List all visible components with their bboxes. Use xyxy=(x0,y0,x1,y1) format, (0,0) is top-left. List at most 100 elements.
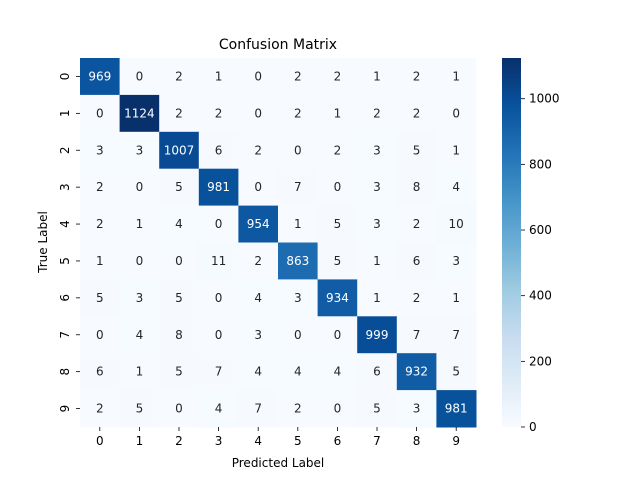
heatmap-cell xyxy=(198,94,239,133)
cell-value-label: 8 xyxy=(413,180,421,194)
heatmap-cell xyxy=(198,316,239,354)
y-tick-label: 9 xyxy=(58,405,72,413)
heatmap-cell xyxy=(159,131,200,170)
cell-value-label: 2 xyxy=(254,143,262,157)
cell-value-label: 5 xyxy=(334,254,342,268)
heatmap-cell xyxy=(317,279,358,317)
y-tick-label: 2 xyxy=(58,146,72,154)
cell-value-label: 2 xyxy=(413,217,421,231)
cell-value-label: 5 xyxy=(175,365,183,379)
cell-value-label: 0 xyxy=(136,180,144,194)
heatmap-cell xyxy=(436,58,477,96)
heatmap-cell xyxy=(238,279,279,317)
cell-value-label: 7 xyxy=(452,328,460,342)
cell-value-label: 3 xyxy=(254,328,262,342)
heatmap-cell xyxy=(278,168,319,207)
cell-value-label: 1 xyxy=(452,291,460,305)
heatmap-cell xyxy=(119,279,160,317)
cell-value-label: 4 xyxy=(175,217,183,231)
heatmap-cell xyxy=(80,94,121,133)
heatmap-cell xyxy=(436,390,477,428)
cell-value-label: 1 xyxy=(334,106,342,120)
cell-value-label: 8 xyxy=(175,328,183,342)
heatmap-cell xyxy=(357,168,398,207)
cell-value-label: 2 xyxy=(254,254,262,268)
cell-value-label: 1124 xyxy=(124,106,155,120)
cell-value-label: 5 xyxy=(334,217,342,231)
cell-value-label: 5 xyxy=(175,291,183,305)
heatmap-cell xyxy=(278,58,319,96)
heatmap-cell xyxy=(396,168,437,207)
x-tick-label: 7 xyxy=(373,434,381,448)
cell-value-label: 1 xyxy=(96,254,104,268)
heatmap-cell xyxy=(119,353,160,391)
heatmap-cell xyxy=(198,58,239,96)
cell-value-label: 2 xyxy=(413,69,421,83)
heatmap-cell xyxy=(159,58,200,96)
y-tick-label: 8 xyxy=(58,368,72,376)
y-tick-label: 1 xyxy=(58,110,72,118)
cell-value-label: 7 xyxy=(254,402,262,416)
heatmap-cell xyxy=(317,58,358,96)
heatmap-cell xyxy=(357,279,398,317)
heatmap-cell xyxy=(317,94,358,133)
cell-value-label: 954 xyxy=(247,217,270,231)
heatmap-cell xyxy=(278,205,319,243)
cell-value-label: 7 xyxy=(413,328,421,342)
cell-value-label: 0 xyxy=(334,328,342,342)
heatmap-cell xyxy=(396,131,437,170)
chart-title: Confusion Matrix xyxy=(219,37,337,53)
heatmap-cell xyxy=(119,205,160,243)
x-tick-label: 2 xyxy=(175,434,183,448)
cell-value-label: 0 xyxy=(294,328,302,342)
cell-value-label: 4 xyxy=(136,328,144,342)
heatmap-cell xyxy=(238,205,279,243)
heatmap-cell xyxy=(278,353,319,391)
cell-value-label: 1 xyxy=(215,69,223,83)
cell-value-label: 5 xyxy=(175,180,183,194)
heatmap-cell xyxy=(317,353,358,391)
cell-value-label: 2 xyxy=(334,69,342,83)
cell-value-label: 863 xyxy=(286,254,309,268)
cell-value-label: 3 xyxy=(96,143,104,157)
cell-value-label: 0 xyxy=(175,402,183,416)
cell-value-label: 3 xyxy=(136,291,144,305)
cell-value-label: 4 xyxy=(334,365,342,379)
cell-value-label: 5 xyxy=(96,291,104,305)
cell-value-label: 2 xyxy=(215,106,223,120)
heatmap-cell xyxy=(119,58,160,96)
heatmap-cell xyxy=(80,316,121,354)
cell-value-label: 0 xyxy=(334,402,342,416)
cell-value-label: 11 xyxy=(211,254,226,268)
cell-value-label: 1007 xyxy=(164,143,195,157)
heatmap-cell xyxy=(198,205,239,243)
colorbar-tick-label: 600 xyxy=(529,223,552,237)
y-tick-label: 3 xyxy=(58,183,72,191)
cell-value-label: 4 xyxy=(215,402,223,416)
heatmap-cell xyxy=(238,94,279,133)
heatmap-cell xyxy=(198,168,239,207)
cell-value-label: 2 xyxy=(373,106,381,120)
x-tick-label: 0 xyxy=(96,434,104,448)
heatmap-cell xyxy=(436,279,477,317)
cell-value-label: 4 xyxy=(452,180,460,194)
cell-value-label: 5 xyxy=(452,365,460,379)
y-tick-label: 6 xyxy=(58,294,72,302)
cell-value-label: 7 xyxy=(215,365,223,379)
heatmap-cell xyxy=(357,316,398,354)
heatmap-cell xyxy=(238,58,279,96)
heatmap-cell xyxy=(436,131,477,170)
heatmap-cell xyxy=(119,242,160,280)
heatmap-cell xyxy=(119,168,160,207)
heatmap-cell xyxy=(317,168,358,207)
heatmap-cell xyxy=(159,390,200,428)
cell-value-label: 932 xyxy=(405,365,428,379)
cell-value-label: 6 xyxy=(215,143,223,157)
cell-value-label: 4 xyxy=(294,365,302,379)
cell-value-label: 0 xyxy=(294,143,302,157)
cell-value-label: 1 xyxy=(373,254,381,268)
heatmap-cell xyxy=(436,205,477,243)
cell-value-label: 6 xyxy=(413,254,421,268)
heatmap-cell xyxy=(80,58,121,96)
